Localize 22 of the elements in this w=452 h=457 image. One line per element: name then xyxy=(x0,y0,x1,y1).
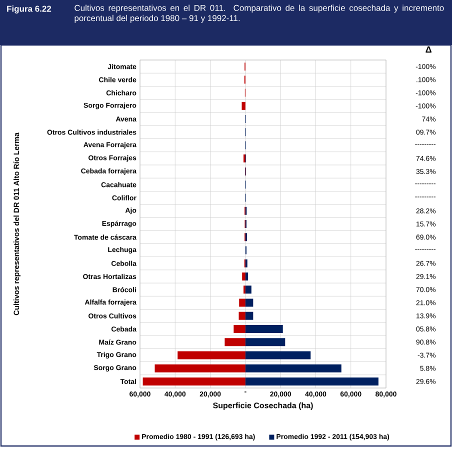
text: Figura 6.22 xyxy=(7,6,52,14)
bar xyxy=(239,298,246,307)
bar xyxy=(238,312,246,320)
bar xyxy=(245,312,254,320)
bar xyxy=(245,286,252,294)
bar xyxy=(245,272,248,280)
bar xyxy=(245,351,311,360)
bar xyxy=(234,324,246,333)
text: Δ xyxy=(426,46,432,53)
bar xyxy=(224,338,246,346)
bar xyxy=(242,102,246,110)
bar xyxy=(142,377,246,386)
bar xyxy=(245,298,254,307)
bar xyxy=(245,364,342,372)
chart-subtitle: Cultivos representativos en el DR 011. Comparativo de la superficie cosechada y incremento porcentual del periodo 1980 – 91 y 1992-11. xyxy=(74,4,444,23)
bar xyxy=(245,377,378,386)
bar xyxy=(178,351,246,360)
bar xyxy=(245,338,286,346)
x-axis-title: Superficie Cosechada (ha) xyxy=(213,402,313,410)
bar xyxy=(242,272,246,280)
bar xyxy=(245,324,283,333)
bar xyxy=(154,364,246,372)
